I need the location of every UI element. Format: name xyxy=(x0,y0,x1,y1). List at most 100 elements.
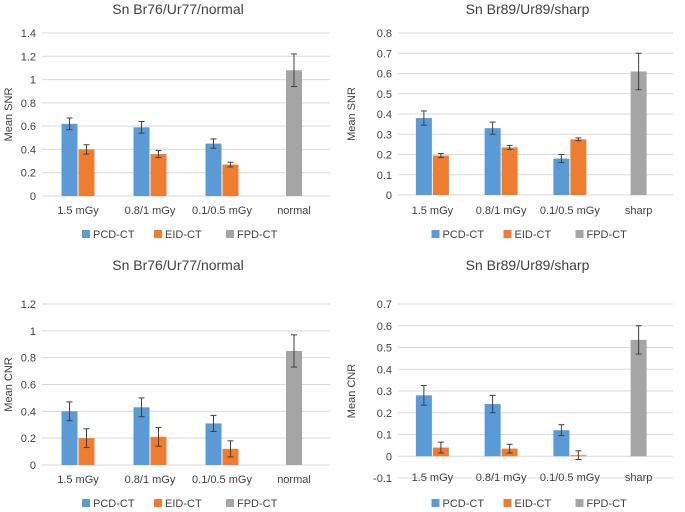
bar-eid-ct-0 xyxy=(78,149,95,196)
y-tick-label: 0.2 xyxy=(21,168,36,180)
legend-label: FPD-CT xyxy=(587,229,628,241)
bar-eid-ct-0 xyxy=(78,438,95,465)
chart-svg: Sn Br89/Ur89/sharp 0 0.1 0.2 0.3 0.4 0.5 0.6 0.7… xyxy=(346,1,673,241)
y-tick-label: -0.1 xyxy=(373,473,392,485)
y-tick-label: 0 xyxy=(30,460,36,472)
x-tick-label: 0.8/1 mGy xyxy=(125,205,176,217)
legend-swatch-eid-ct xyxy=(503,230,512,238)
bar-pcd-ct-2 xyxy=(205,143,222,196)
x-tick-label: 1.5 mGy xyxy=(412,472,454,484)
legend-swatch-fpd-ct xyxy=(226,499,234,507)
bar-fpd-ct-3 xyxy=(286,350,302,465)
x-tick-label: sharp xyxy=(625,472,653,484)
legend-swatch-eid-ct xyxy=(154,499,162,507)
legend-label: FPD-CT xyxy=(237,229,278,241)
y-tick-label: 0.7 xyxy=(377,48,392,60)
y-tick-label: 0.8 xyxy=(21,98,36,110)
legend-label: PCD-CT xyxy=(93,229,135,241)
x-tick-label: 1.5 mGy xyxy=(57,205,99,217)
chart-cnr-normal: Sn Br76/Ur77/normal 0 0.2 0.4 0.6 0.8 1 1.2 Mean… xyxy=(0,256,342,512)
legend-swatch-fpd-ct xyxy=(226,230,234,238)
legend-label: EID-CT xyxy=(515,498,552,510)
x-tick-label: 0.8/1 mGy xyxy=(125,474,176,486)
bar-pcd-ct-1 xyxy=(484,128,501,195)
y-axis-label: Mean SNR xyxy=(3,88,15,142)
x-tick-label: 1.5 mGy xyxy=(57,474,99,486)
bar-pcd-ct-0 xyxy=(415,395,432,457)
y-axis-label: Mean SNR xyxy=(346,87,358,141)
legend-label: PCD-CT xyxy=(93,498,135,510)
legend-swatch-pcd-ct xyxy=(82,230,90,238)
y-tick-label: 0 xyxy=(386,190,392,202)
x-tick-label: 1.5 mGy xyxy=(412,205,454,217)
bar-pcd-ct-1 xyxy=(133,407,150,465)
x-tick-label: 0.8/1 mGy xyxy=(476,205,527,217)
y-tick-label: 0 xyxy=(30,191,36,203)
bar-fpd-ct-3 xyxy=(630,71,647,195)
chart-svg: Sn Br89/Ur89/sharp -0.1 0 0.1 0.2 0.3 0.4 0.5 0.… xyxy=(346,257,673,510)
bar-eid-ct-2 xyxy=(222,164,239,196)
bar-pcd-ct-1 xyxy=(133,127,150,196)
chart-title: Sn Br76/Ur77/normal xyxy=(112,257,244,273)
y-tick-label: 0 xyxy=(386,451,392,463)
bar-fpd-ct-3 xyxy=(286,70,302,196)
legend-swatch-pcd-ct xyxy=(431,499,440,507)
chart-title: Sn Br89/Ur89/sharp xyxy=(466,1,590,17)
bar-eid-ct-2 xyxy=(570,139,587,195)
bar-eid-ct-0 xyxy=(432,155,449,195)
legend-label: FPD-CT xyxy=(237,498,278,510)
y-tick-label: 0.7 xyxy=(377,299,392,311)
x-tick-label: 0.8/1 mGy xyxy=(476,472,527,484)
legend-label: EID-CT xyxy=(515,229,552,241)
x-tick-label: 0.1/0.5 mGy xyxy=(192,205,252,217)
bar-fpd-ct-3 xyxy=(630,339,647,457)
y-tick-label: 1.2 xyxy=(21,51,36,63)
y-tick-label: 0.6 xyxy=(377,321,392,333)
chart-snr-sharp: Sn Br89/Ur89/sharp 0 0.1 0.2 0.3 0.4 0.5 0.6 0.7… xyxy=(343,0,685,256)
legend-label: PCD-CT xyxy=(443,229,485,241)
y-tick-label: 0.6 xyxy=(377,69,392,81)
bar-pcd-ct-2 xyxy=(553,158,570,195)
y-tick-label: 0.2 xyxy=(377,408,392,420)
y-axis-label: Mean CNR xyxy=(3,357,15,411)
y-tick-label: 0.8 xyxy=(21,353,36,365)
y-tick-label: 0.5 xyxy=(377,89,392,101)
legend-swatch-eid-ct xyxy=(154,230,162,238)
y-tick-label: 1.2 xyxy=(21,299,36,311)
y-tick-label: 0.5 xyxy=(377,343,392,355)
y-tick-label: 0.6 xyxy=(21,380,36,392)
chart-title: Sn Br89/Ur89/sharp xyxy=(466,257,590,273)
chart-cnr-sharp: Sn Br89/Ur89/sharp -0.1 0 0.1 0.2 0.3 0.4 0.5 0.… xyxy=(343,256,685,512)
y-tick-label: 0.1 xyxy=(377,170,392,182)
bar-eid-ct-1 xyxy=(501,147,518,195)
legend-swatch-pcd-ct xyxy=(431,230,440,238)
y-tick-label: 0.8 xyxy=(377,28,392,40)
y-tick-label: 0.1 xyxy=(377,430,392,442)
chart-snr-normal: Sn Br76/Ur77/normal 0 0.2 0.4 0.6 0.8 1 1.2 1.4 M… xyxy=(0,0,342,256)
legend-swatch-fpd-ct xyxy=(575,499,584,507)
y-tick-label: 1.4 xyxy=(21,28,36,40)
y-tick-label: 0.4 xyxy=(377,109,392,121)
legend-swatch-fpd-ct xyxy=(575,230,584,238)
chart-svg: Sn Br76/Ur77/normal 0 0.2 0.4 0.6 0.8 1 1.2 Mean… xyxy=(3,257,330,510)
legend-label: PCD-CT xyxy=(443,498,485,510)
y-tick-label: 0.2 xyxy=(21,433,36,445)
bar-pcd-ct-0 xyxy=(61,123,78,196)
y-tick-label: 0.4 xyxy=(21,144,36,156)
x-tick-label: normal xyxy=(277,474,311,486)
y-tick-label: 0.3 xyxy=(377,386,392,398)
x-tick-label: 0.1/0.5 mGy xyxy=(540,205,600,217)
bar-pcd-ct-2 xyxy=(205,423,222,465)
y-tick-label: 0.3 xyxy=(377,129,392,141)
legend-swatch-eid-ct xyxy=(503,499,512,507)
bar-pcd-ct-0 xyxy=(61,411,78,465)
x-tick-label: normal xyxy=(277,205,311,217)
y-tick-label: 0.6 xyxy=(21,121,36,133)
y-axis-label: Mean CNR xyxy=(346,364,358,418)
y-tick-label: 0.4 xyxy=(377,364,392,376)
x-tick-label: sharp xyxy=(625,205,653,217)
y-tick-label: 0.2 xyxy=(377,150,392,162)
y-tick-label: 0.4 xyxy=(21,406,36,418)
legend-label: EID-CT xyxy=(165,498,202,510)
bar-pcd-ct-0 xyxy=(415,118,432,195)
